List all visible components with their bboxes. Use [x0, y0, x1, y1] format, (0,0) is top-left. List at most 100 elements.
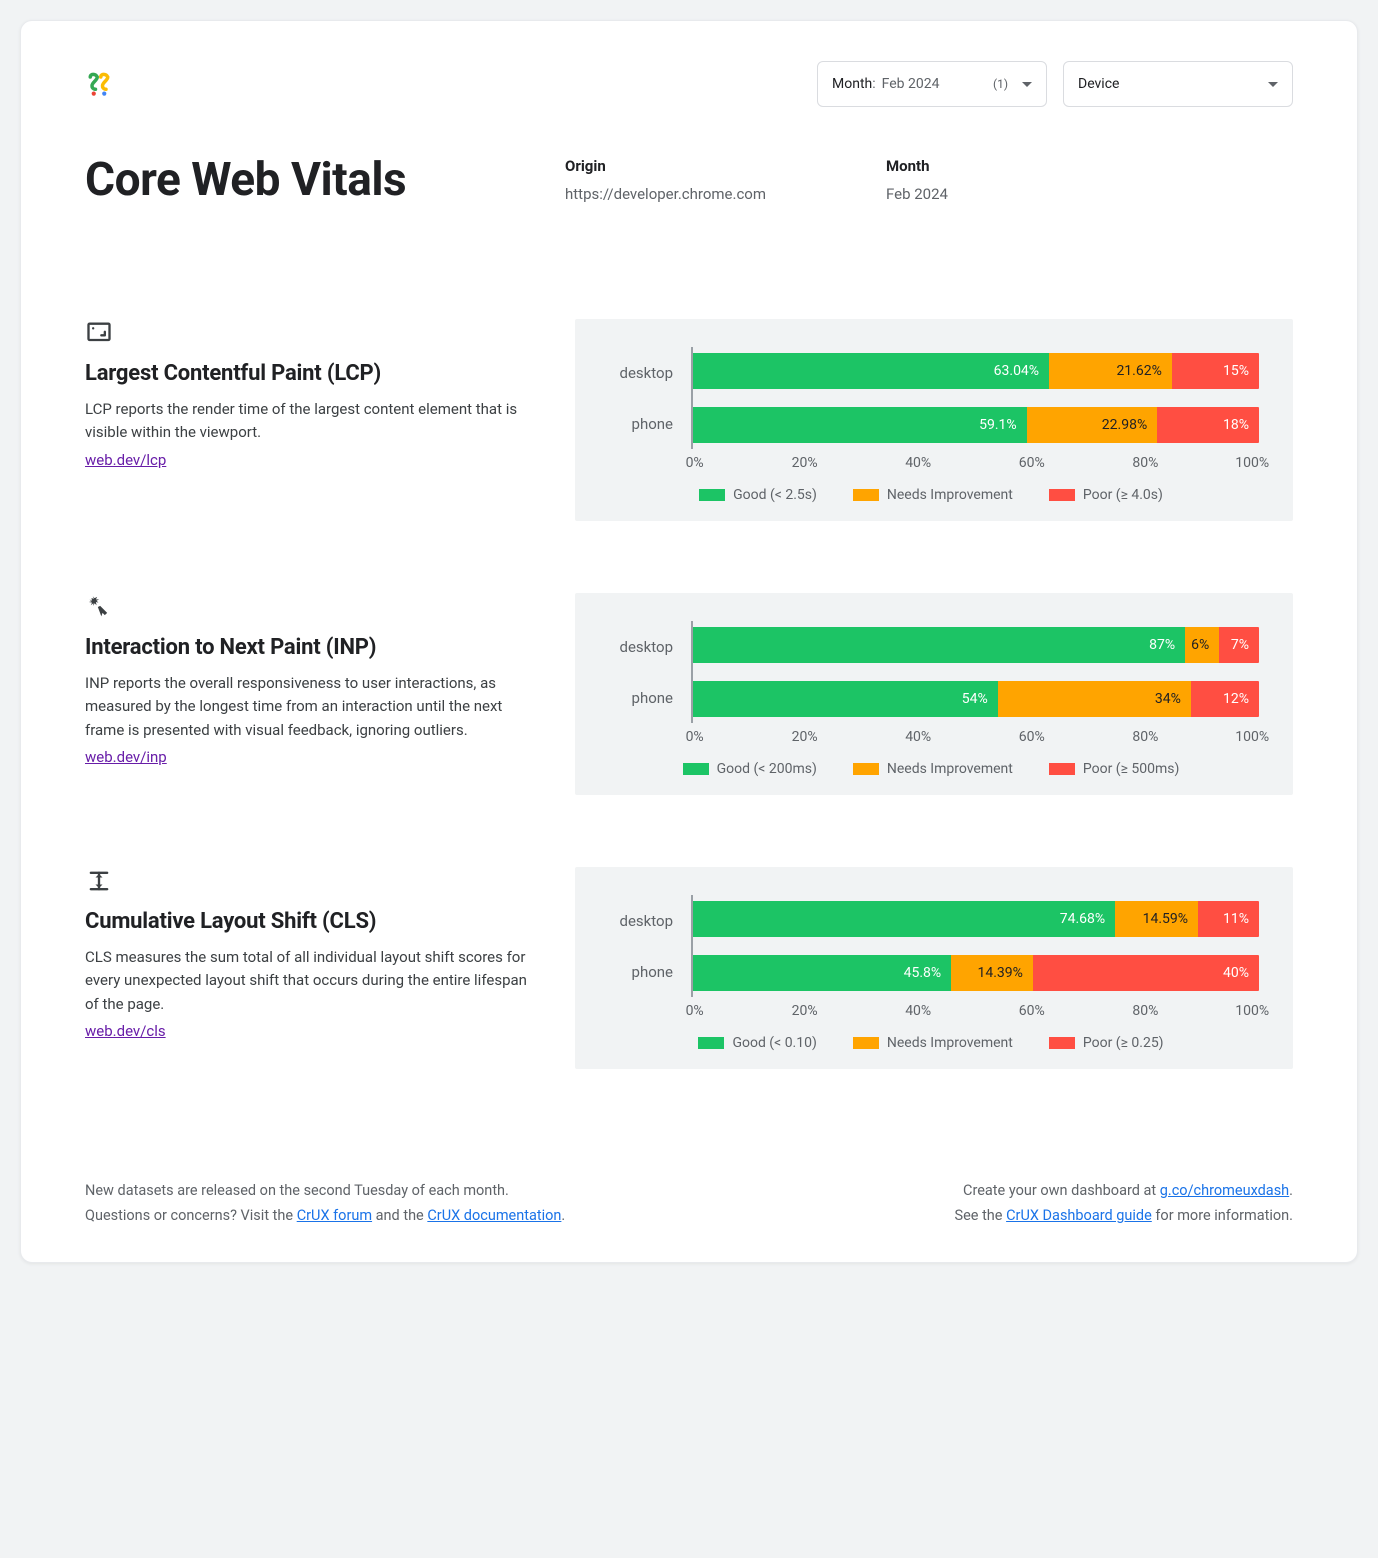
x-axis-tick: 40% [905, 1003, 931, 1019]
y-axis-line [691, 621, 693, 723]
meta-origin-label: Origin [565, 157, 766, 175]
stacked-bar: 63.04%21.62%15% [691, 353, 1259, 389]
legend-item: Poor (≥ 500ms) [1049, 761, 1180, 777]
x-axis-tick: 100% [1235, 455, 1269, 471]
metric-lcp: Largest Contentful Paint (LCP) LCP report… [85, 319, 1293, 521]
chromeuxdash-link[interactable]: g.co/chromeuxdash [1160, 1182, 1289, 1199]
footer-text: . [1289, 1182, 1293, 1199]
metric-description: INP reports the overall responsiveness t… [85, 672, 535, 742]
x-axis: 0%20%40%60%80%100% [691, 723, 1259, 751]
legend-label: Good (< 2.5s) [733, 487, 817, 503]
metric-description: LCP reports the render time of the large… [85, 398, 535, 445]
bar-segment-ni: 14.39% [951, 955, 1033, 991]
legend-swatch [1049, 489, 1075, 501]
dashboard-guide-link[interactable]: CrUX Dashboard guide [1006, 1207, 1152, 1224]
legend-label: Good (< 200ms) [717, 761, 817, 777]
bar-category-labels: desktopphone [603, 353, 673, 443]
metric-chart: desktopphone87%6%7%54%34%12%0%20%40%60%8… [575, 593, 1293, 795]
x-axis: 0%20%40%60%80%100% [691, 997, 1259, 1025]
title-row: Core Web Vitals Origin https://developer… [85, 153, 1293, 207]
legend-label: Needs Improvement [887, 1035, 1013, 1051]
legend-item: Needs Improvement [853, 1035, 1013, 1051]
bar-segment-good: 74.68% [691, 901, 1115, 937]
metric-chart: desktopphone74.68%14.59%11%45.8%14.39%40… [575, 867, 1293, 1069]
x-axis-tick: 20% [792, 729, 818, 745]
bar-segment-ni: 14.59% [1115, 901, 1198, 937]
bar-segment-good: 59.1% [691, 407, 1027, 443]
legend-label: Poor (≥ 0.25) [1083, 1035, 1164, 1051]
legend-label: Poor (≥ 4.0s) [1083, 487, 1163, 503]
bar-segment-ni: 21.62% [1049, 353, 1172, 389]
metric-title: Largest Contentful Paint (LCP) [85, 361, 535, 386]
stacked-bar: 74.68%14.59%11% [691, 901, 1259, 937]
bar-category: phone [603, 689, 673, 707]
footer-text: . [561, 1207, 565, 1224]
x-axis-tick: 40% [905, 729, 931, 745]
metric-doc-link[interactable]: web.dev/lcp [85, 451, 166, 469]
footer-text: for more information. [1152, 1207, 1293, 1224]
legend-swatch [699, 489, 725, 501]
legend-label: Needs Improvement [887, 761, 1013, 777]
footer-text: Questions or concerns? Visit the [85, 1207, 297, 1224]
bar-segment-good: 45.8% [691, 955, 951, 991]
x-axis-tick: 100% [1235, 729, 1269, 745]
x-axis-tick: 80% [1132, 455, 1158, 471]
meta-origin-value: https://developer.chrome.com [565, 185, 766, 203]
legend-swatch [683, 763, 709, 775]
month-filter-value: Feb 2024 [882, 76, 940, 92]
crux-logo [85, 70, 113, 98]
bar-segment-poor: 40% [1033, 955, 1259, 991]
legend-label: Good (< 0.10) [732, 1035, 816, 1051]
chevron-down-icon [1268, 82, 1278, 87]
x-axis-tick: 100% [1235, 1003, 1269, 1019]
footer-text: Create your own dashboard at [963, 1182, 1160, 1199]
legend-swatch [1049, 1037, 1075, 1049]
bar-category: desktop [603, 638, 673, 656]
legend-swatch [853, 763, 879, 775]
crux-forum-link[interactable]: CrUX forum [297, 1207, 372, 1224]
device-filter[interactable]: Device [1063, 61, 1293, 107]
metric-doc-link[interactable]: web.dev/inp [85, 748, 167, 766]
legend-label: Poor (≥ 500ms) [1083, 761, 1180, 777]
bar-category: phone [603, 963, 673, 981]
bar-segment-good: 54% [691, 681, 998, 717]
bars-wrap: desktopphone63.04%21.62%15%59.1%22.98%18… [603, 353, 1259, 443]
bar-segment-poor: 7% [1219, 627, 1259, 663]
bars-area: 87%6%7%54%34%12% [691, 627, 1259, 717]
metric-inp: Interaction to Next Paint (INP)INP repor… [85, 593, 1293, 795]
bar-category-labels: desktop phone [603, 627, 673, 717]
y-axis-line [691, 347, 693, 449]
inp-icon [85, 593, 113, 621]
metric-cls: Cumulative Layout Shift (CLS)CLS measure… [85, 867, 1293, 1069]
bar-segment-ni: 22.98% [1027, 407, 1158, 443]
bars-wrap: desktopphone87%6%7%54%34%12% [603, 627, 1259, 717]
bar-category: desktop [603, 364, 673, 382]
x-axis-tick: 60% [1019, 1003, 1045, 1019]
bar-category-labels: desktop phone [603, 901, 673, 991]
chart-legend: Good (< 200ms) Needs Improvement Poor (≥ 5… [603, 761, 1259, 777]
chart-legend: Good (< 2.5s) Needs Improvement Poor (≥ 4.… [603, 487, 1259, 503]
legend-swatch [853, 1037, 879, 1049]
bars-area: 74.68%14.59%11% 45.8%14.39%40% [691, 901, 1259, 991]
legend-item: Poor (≥ 4.0s) [1049, 487, 1163, 503]
bar-category: desktop [603, 912, 673, 930]
legend-item: Poor (≥ 0.25) [1049, 1035, 1164, 1051]
meta-month-value: Feb 2024 [886, 185, 948, 203]
legend-item: Needs Improvement [853, 761, 1013, 777]
crux-docs-link[interactable]: CrUX documentation [427, 1207, 561, 1224]
legend-item: Needs Improvement [853, 487, 1013, 503]
bar-segment-good: 87% [691, 627, 1185, 663]
x-axis-tick: 0% [686, 729, 704, 745]
chevron-down-icon [1022, 82, 1032, 87]
report-meta: Origin https://developer.chrome.com Mont… [565, 153, 1293, 203]
bar-segment-ni: 34% [998, 681, 1191, 717]
metric-doc-link[interactable]: web.dev/cls [85, 1022, 166, 1040]
metric-chart: desktopphone63.04%21.62%15%59.1%22.98%18… [575, 319, 1293, 521]
month-filter[interactable]: Month: Feb 2024 (1) [817, 61, 1047, 107]
x-axis: 0%20%40%60%80%100% [691, 449, 1259, 477]
bars-wrap: desktop phone 74.68%14.59%11% 45.8%14.39%40… [603, 901, 1259, 991]
legend-swatch [698, 1037, 724, 1049]
month-filter-label: Month [832, 76, 872, 92]
meta-month-label: Month [886, 157, 948, 175]
legend-label: Needs Improvement [887, 487, 1013, 503]
